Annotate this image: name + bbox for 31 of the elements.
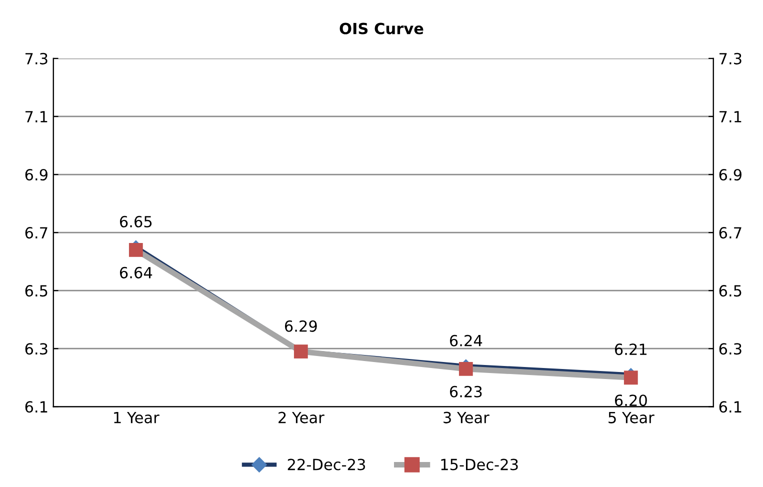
- data-label: 6.24: [450, 334, 482, 346]
- y2-tick-label: 7.1: [720, 111, 742, 122]
- y-tick-label: 7.3: [26, 52, 48, 64]
- y-tick-label: 6.1: [25, 401, 48, 413]
- data-label: 6.65: [120, 216, 152, 228]
- chart-title: OIS Curve: [340, 22, 424, 34]
- point: [128, 243, 143, 257]
- data-label: 6.20: [614, 394, 647, 406]
- x-tick-label: 5 Year: [608, 412, 654, 424]
- data-label: 6.23: [450, 386, 482, 398]
- y2-tick-label: 7.3: [720, 52, 742, 64]
- y-tick-label: 6.5: [25, 285, 48, 297]
- legend-label: 22-Dec-23: [288, 458, 365, 470]
- y-tick-label: 6.3: [25, 343, 48, 355]
- data-label: 6.21: [614, 344, 647, 356]
- y2-tick-label: 6.5: [719, 285, 742, 297]
- y2-tick-label: 6.1: [719, 401, 742, 413]
- y-tick-label: 6.9: [25, 168, 48, 181]
- x-tick-label: 1 Year: [114, 412, 160, 424]
- y-tick-label: 6.7: [25, 227, 48, 239]
- x-tick-label: 3 Year: [444, 412, 490, 424]
- legend-label: 15-Dec-23: [441, 458, 518, 470]
- y2-tick-label: 6.3: [719, 343, 742, 355]
- y2-tick-label: 6.9: [719, 168, 742, 181]
- x-tick-label: 2 Year: [278, 412, 324, 424]
- y-tick-label: 7.1: [26, 111, 48, 122]
- point: [624, 370, 638, 385]
- y2-tick-label: 6.7: [719, 227, 742, 239]
- data-label: 6.29: [284, 320, 317, 332]
- data-label: 6.64: [120, 266, 152, 278]
- point: [458, 362, 473, 376]
